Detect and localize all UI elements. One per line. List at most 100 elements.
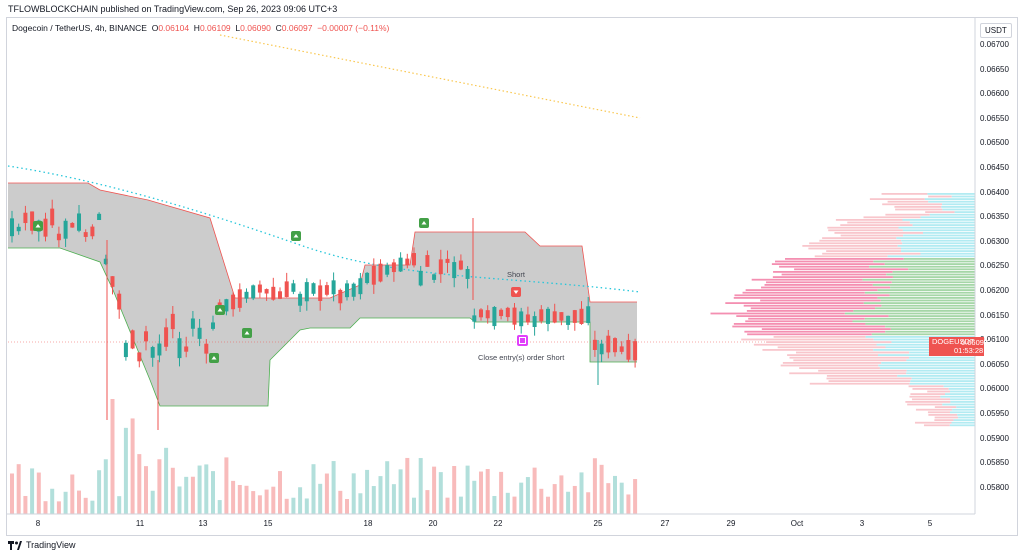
volume-bar (150, 490, 155, 514)
volume-profile-sell (794, 268, 909, 271)
time-tick-label: 11 (135, 519, 145, 528)
volume-profile-buy (908, 268, 975, 271)
volume-profile-buy (881, 304, 975, 307)
volume-profile-buy (896, 237, 975, 239)
volume-profile-buy (911, 377, 975, 380)
volume-profile-sell (934, 406, 957, 408)
close-entry-label: Close entry(s) order Short (478, 353, 565, 362)
footer-brand[interactable]: TradingView (26, 540, 76, 550)
volume-bar (331, 461, 336, 514)
volume-profile-sell (887, 200, 929, 203)
candle-down (284, 281, 289, 298)
volume-profile-sell (923, 424, 950, 427)
volume-bar (398, 469, 403, 514)
candle-down (579, 308, 584, 324)
volume-bar (485, 469, 490, 514)
volume-bar (271, 486, 276, 514)
volume-bar (237, 484, 242, 514)
volume-profile-buy (865, 336, 975, 338)
volume-profile-sell (760, 299, 881, 302)
volume-profile-buy (873, 260, 975, 263)
volume-bar (284, 498, 289, 514)
volume-bar (10, 473, 14, 514)
chart-frame (6, 17, 1018, 536)
volume-profile-sell (826, 375, 898, 377)
candle-down (110, 276, 115, 287)
volume-profile-sell (826, 377, 912, 380)
candle-down (445, 258, 450, 263)
candle-down (425, 255, 430, 267)
volume-profile-buy (881, 362, 975, 364)
volume-profile-buy (912, 224, 975, 226)
volume-profile-buy (951, 195, 975, 198)
volume-profile-buy (920, 252, 975, 255)
volume-profile-sell (789, 372, 907, 375)
volume-profile-buy (879, 367, 975, 369)
volume-profile-buy (897, 245, 975, 247)
candle-up (63, 220, 68, 239)
volume-profile-buy (890, 328, 975, 330)
volume-bar (244, 485, 249, 514)
volume-profile-sell (834, 232, 924, 234)
volume-profile-sell (819, 239, 902, 242)
candle-down (438, 259, 443, 275)
price-tick-label: 0.06250 (980, 261, 1009, 271)
volume-bar (546, 496, 550, 514)
volume-profile-sell (827, 226, 899, 229)
volume-profile-buy (902, 219, 975, 221)
candle-down (485, 310, 490, 319)
candle-down (479, 309, 483, 318)
price-tick-label: 0.05800 (980, 482, 1009, 492)
volume-profile-sell (910, 393, 946, 395)
volume-bar (224, 457, 229, 514)
volume-profile-buy (884, 263, 975, 265)
candle-down (371, 265, 376, 285)
candle-down (90, 226, 95, 237)
volume-bar (97, 470, 102, 514)
symbol-title[interactable]: Dogecoin / TetherUS, 4h, BINANCE (12, 23, 147, 33)
volume-bar (338, 490, 343, 514)
volume-profile-sell (818, 369, 907, 372)
candle-down (144, 331, 148, 342)
volume-bar (36, 472, 41, 514)
trend-dotted-line (219, 34, 641, 119)
price-tick-label: 0.06000 (980, 384, 1009, 394)
candle-down (606, 335, 611, 353)
volume-profile-sell (914, 421, 952, 424)
volume-profile-sell (828, 229, 903, 232)
volume-profile-sell (915, 408, 953, 411)
volume-profile-sell (822, 237, 897, 239)
currency-label[interactable]: USDT (980, 23, 1012, 38)
volume-bar (572, 485, 577, 514)
candle-down (572, 310, 577, 323)
volume-profile-buy (942, 403, 975, 406)
time-tick-label: 18 (363, 519, 373, 528)
volume-profile-sell (733, 297, 878, 299)
candle-down (559, 312, 564, 321)
volume-bar (391, 484, 396, 514)
candle-down (23, 212, 28, 224)
candle-down (391, 262, 396, 273)
volume-profile-buy (885, 325, 975, 328)
volume-profile-sell (840, 234, 904, 237)
symbol-legend: Dogecoin / TetherUS, 4h, BINANCE O0.0610… (12, 23, 389, 33)
candle-down (50, 208, 55, 226)
volume-bar (170, 467, 175, 514)
volume-profile-buy (956, 406, 975, 408)
candle-up (16, 226, 21, 232)
candle-up (532, 316, 537, 328)
volume-profile-sell (894, 206, 942, 208)
volume-profile-buy (953, 419, 975, 421)
volume-bar (231, 480, 236, 514)
candle-up (224, 299, 229, 312)
volume-profile-buy (888, 315, 975, 317)
candle-up (190, 318, 195, 329)
volume-bar (304, 498, 309, 514)
volume-profile-buy (889, 294, 975, 297)
volume-bar (412, 497, 416, 514)
candle-down (83, 232, 88, 237)
time-tick-label: 3 (859, 519, 865, 528)
time-tick-label: 15 (263, 519, 273, 528)
volume-bar (164, 447, 169, 514)
